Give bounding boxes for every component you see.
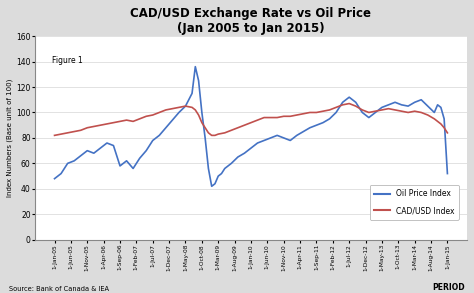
CAD/USD Index [445, 131, 450, 134]
Oil Price Index [52, 177, 57, 180]
Line: CAD/USD Index: CAD/USD Index [55, 103, 447, 135]
Oil Price Index [445, 172, 450, 175]
CAD/USD Index [143, 115, 149, 118]
Oil Price Index [323, 119, 329, 122]
CAD/USD Index [91, 125, 97, 128]
CAD/USD Index [52, 134, 57, 137]
Text: Figure 1: Figure 1 [52, 57, 83, 65]
CAD/USD Index [219, 132, 224, 135]
Title: CAD/USD Exchange Rate vs Oil Price
(Jan 2005 to Jan 2015): CAD/USD Exchange Rate vs Oil Price (Jan … [130, 7, 372, 35]
Oil Price Index [192, 65, 198, 68]
Line: Oil Price Index: Oil Price Index [55, 67, 447, 186]
Oil Price Index [143, 149, 149, 152]
CAD/USD Index [422, 112, 428, 115]
CAD/USD Index [297, 113, 303, 116]
CAD/USD Index [346, 102, 352, 105]
Text: PERIOD: PERIOD [432, 282, 465, 292]
Oil Price Index [91, 151, 97, 155]
Oil Price Index [209, 185, 215, 188]
CAD/USD Index [317, 110, 323, 114]
Text: Source: Bank of Canada & IEA: Source: Bank of Canada & IEA [9, 286, 109, 292]
Oil Price Index [225, 164, 231, 168]
Oil Price Index [304, 128, 310, 132]
Legend: Oil Price Index, CAD/USD Index: Oil Price Index, CAD/USD Index [370, 185, 459, 220]
Y-axis label: Index Numbers (Base unit of 100): Index Numbers (Base unit of 100) [7, 79, 13, 197]
Oil Price Index [425, 104, 430, 108]
